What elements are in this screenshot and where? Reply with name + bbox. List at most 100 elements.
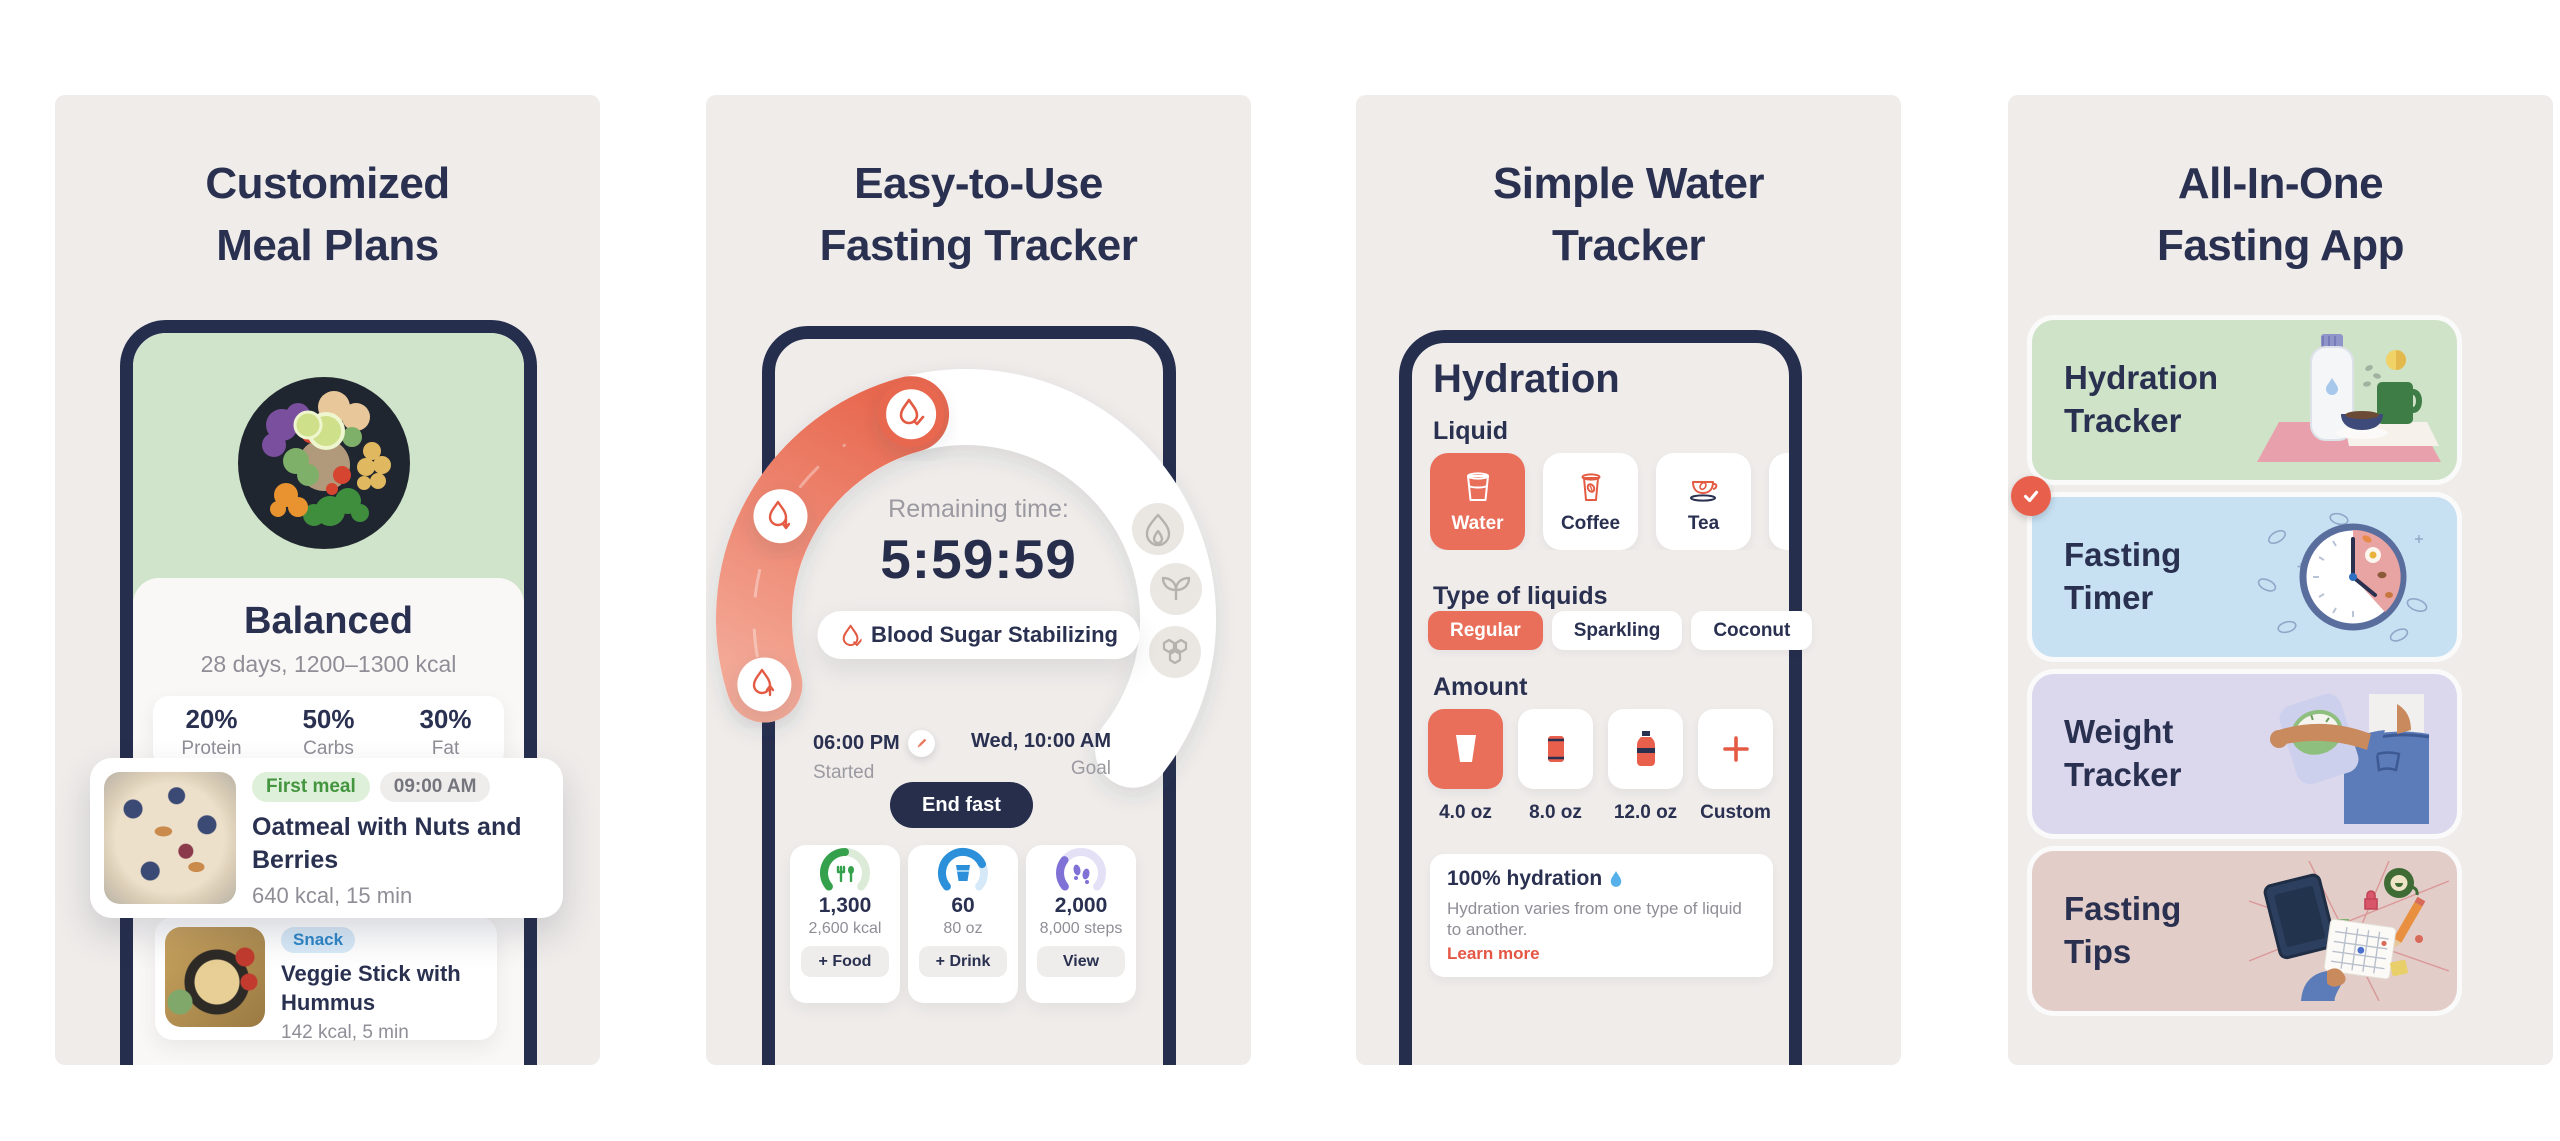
- tea-cup-icon: [1689, 480, 1717, 502]
- meal-card-first-meal[interactable]: First meal 09:00 AM Oatmeal with Nuts an…: [90, 758, 563, 918]
- amount-tiles-row: 4.0 oz 8.0 oz: [1428, 709, 1773, 824]
- learn-more-link[interactable]: Learn more: [1447, 943, 1540, 963]
- add-drink-button[interactable]: + Drink: [919, 946, 1007, 977]
- end-fast-button[interactable]: End fast: [890, 782, 1033, 828]
- amount-option-4oz[interactable]: 4.0 oz: [1428, 709, 1503, 824]
- macro-value: 50%: [302, 704, 355, 734]
- liquid-tile-water[interactable]: Water: [1430, 453, 1525, 550]
- fasting-timer-illustration: [2257, 512, 2428, 642]
- goal-time: Wed, 10:00 AM: [970, 730, 1111, 752]
- liquid-tile-tea[interactable]: Tea: [1656, 453, 1751, 550]
- small-cup-icon: [1455, 735, 1476, 762]
- hydration-info-title: 100% hydration: [1447, 867, 1603, 890]
- fast-start-column: 06:00 PM Started: [813, 730, 935, 784]
- feature-title: Weight Tracker: [2064, 711, 2181, 797]
- liquid-tile-coffee[interactable]: Coffee: [1543, 453, 1638, 550]
- selected-feature-check-badge: [2011, 476, 2051, 516]
- remaining-time-value: 5:59:59: [880, 528, 1077, 590]
- hydration-info-card: 100% hydration Hydration varies from one…: [1430, 854, 1773, 977]
- panel-title-line1: All-In-One: [2177, 159, 2384, 208]
- start-time: 06:00 PM: [813, 732, 900, 754]
- water-drop-icon: [1610, 871, 1622, 887]
- steps-gauge: [1056, 848, 1106, 891]
- type-chip-coconut[interactable]: Coconut: [1691, 611, 1813, 650]
- panel-meal-plans: Customized Meal Plans: [55, 95, 600, 1065]
- macro-label: Fat: [431, 738, 460, 759]
- fasting-stage-label: Blood Sugar Stabilizing: [871, 622, 1118, 647]
- type-chip-sparkling[interactable]: Sparkling: [1551, 611, 1683, 650]
- drink-goal: 80 oz: [943, 920, 983, 937]
- panel-title-line2: Tracker: [1551, 221, 1706, 271]
- fast-goal-column: Wed, 10:00 AM Goal: [971, 730, 1111, 784]
- panel-title-line2: Meal Plans: [216, 221, 439, 271]
- panel-title-line1: Simple Water: [1492, 159, 1765, 208]
- feature-title-line1: Hydration: [2064, 359, 2219, 397]
- liquid-label: Coffee: [1560, 512, 1621, 534]
- amount-label: 4.0 oz: [1439, 802, 1492, 823]
- panel-title: Simple Water Tracker: [1356, 153, 1901, 278]
- macros-card: 20% Protein 50% Carbs 30% Fat: [153, 696, 504, 768]
- macro-label: Protein: [181, 738, 242, 759]
- bottle-icon: [1636, 731, 1655, 766]
- liquid-type-chips: Regular Sparkling Coconut: [1428, 611, 1813, 650]
- liquid-section-label: Liquid: [1433, 417, 1508, 445]
- footsteps-icon: [1073, 864, 1090, 884]
- view-steps-button[interactable]: View: [1037, 946, 1125, 977]
- fasting-stage-pill[interactable]: Blood Sugar Stabilizing: [817, 611, 1140, 659]
- macro-carbs: 50% Carbs: [270, 704, 387, 760]
- amount-option-12oz[interactable]: 12.0 oz: [1608, 709, 1683, 824]
- pencil-icon: [917, 738, 926, 748]
- add-food-button[interactable]: + Food: [801, 946, 889, 977]
- feature-title-line1: Fasting: [2064, 890, 2182, 928]
- panel-title-line1: Easy-to-Use: [854, 159, 1103, 208]
- liquid-tile-partial[interactable]: [1769, 453, 1789, 550]
- meal-photo: [104, 772, 236, 904]
- feature-card-fasting-timer[interactable]: Fasting Timer: [2032, 497, 2457, 657]
- amount-option-custom[interactable]: Custom: [1698, 709, 1773, 824]
- macro-value: 30%: [419, 704, 472, 734]
- start-time-label: Started: [813, 762, 875, 783]
- remaining-time-label: Remaining time:: [888, 495, 1069, 523]
- weight-tracker-illustration: [2270, 693, 2430, 824]
- panel-fasting-tracker: Easy-to-Use Fasting Tracker: [706, 95, 1251, 1065]
- meal-plan-hero: [133, 333, 524, 603]
- feature-card-hydration-tracker[interactable]: Hydration Tracker: [2032, 320, 2457, 480]
- feature-title-line1: Fasting: [2064, 536, 2182, 574]
- plan-subtitle: 28 days, 1200–1300 kcal: [200, 651, 457, 677]
- amount-section-label: Amount: [1433, 673, 1528, 701]
- feature-title-line2: Tracker: [2064, 756, 2182, 793]
- hydration-heading: Hydration: [1433, 357, 1620, 401]
- macro-value: 20%: [185, 704, 238, 734]
- feature-title: Hydration Tracker: [2064, 357, 2218, 443]
- edit-start-time-button[interactable]: [907, 730, 935, 757]
- panel-title-line2: Fasting Tracker: [819, 221, 1138, 271]
- panel-all-in-one: All-In-One Fasting App Hydration Tracker: [2008, 95, 2553, 1065]
- meal-meta: 640 kcal, 15 min: [252, 883, 413, 908]
- food-goal: 2,600 kcal: [808, 920, 882, 937]
- daily-stats-row: 1,300 2,600 kcal + Food 60 80 oz + Drink: [790, 845, 1136, 1003]
- meal-title: Veggie Stick with Hummus: [281, 961, 461, 1015]
- drink-gauge: [937, 848, 988, 891]
- panel-title-line2: Fasting App: [2156, 221, 2405, 271]
- amount-option-8oz[interactable]: 8.0 oz: [1518, 709, 1593, 824]
- droplet-check-icon: [842, 624, 862, 646]
- can-icon: [1547, 736, 1564, 762]
- feature-card-fasting-tips[interactable]: Fasting Tips: [2032, 851, 2457, 1011]
- meal-card-snack[interactable]: Snack Veggie Stick with Hummus 142 kcal,…: [155, 917, 497, 1043]
- check-icon: [2023, 490, 2039, 503]
- meal-photo: [165, 927, 265, 1027]
- meal-type-badge: Snack: [281, 927, 356, 953]
- plus-icon: [1722, 736, 1749, 762]
- panel-title: All-In-One Fasting App: [2008, 153, 2553, 278]
- meal-title: Oatmeal with Nuts and Berries: [252, 813, 522, 874]
- water-cup-icon: [956, 865, 970, 881]
- type-chip-regular[interactable]: Regular: [1428, 611, 1543, 650]
- hydration-illustration: [2257, 334, 2441, 462]
- liquid-tiles-row: Water Coffee: [1430, 453, 1789, 550]
- feature-title-line1: Weight: [2064, 713, 2174, 751]
- fast-times-row: 06:00 PM Started Wed, 10:00 AM Goal: [813, 730, 1111, 784]
- meal-meta: 142 kcal, 5 min: [281, 1022, 409, 1044]
- food-bowl-image: [238, 377, 410, 549]
- feature-card-weight-tracker[interactable]: Weight Tracker: [2032, 674, 2457, 834]
